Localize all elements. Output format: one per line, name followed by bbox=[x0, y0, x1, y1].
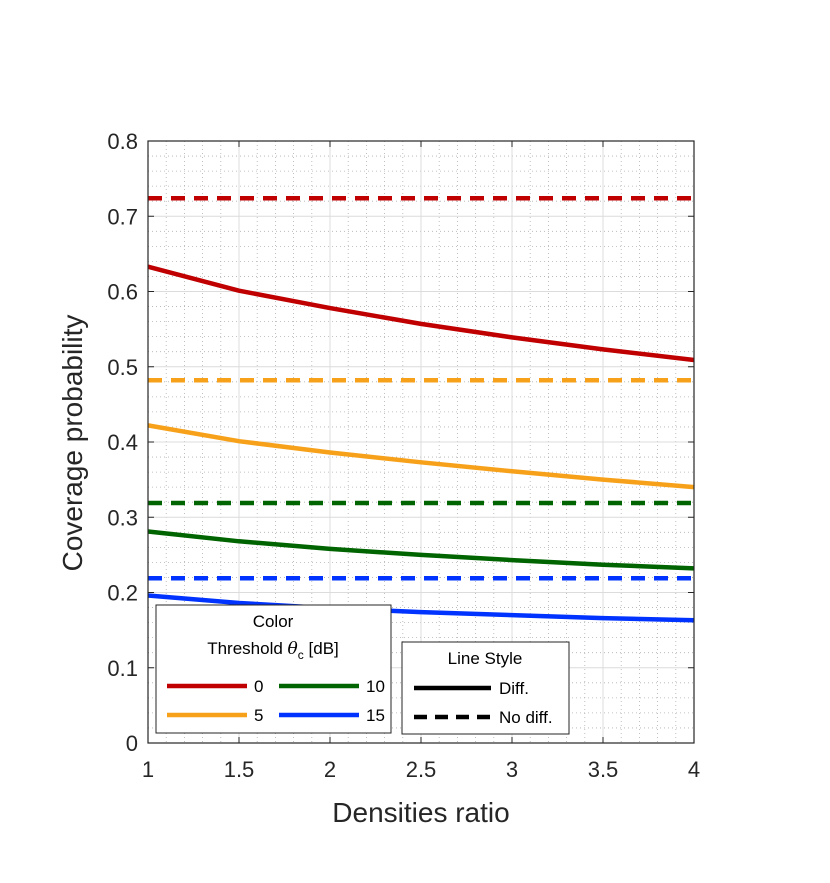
x-tick-label: 4 bbox=[688, 757, 700, 782]
style-legend-title: Line Style bbox=[448, 649, 523, 668]
series-line-0-diff bbox=[147, 264, 695, 363]
y-tick-label: 0.2 bbox=[107, 581, 138, 606]
series-line-10-diff bbox=[147, 529, 695, 571]
series-line-5-diff bbox=[147, 423, 695, 490]
x-tick-label: 3 bbox=[506, 757, 518, 782]
style-legend-label-no-diff: No diff. bbox=[499, 708, 553, 727]
color-legend-subtitle: Threshold θc [dB] bbox=[207, 639, 339, 662]
color-legend-label-15: 15 bbox=[366, 706, 385, 725]
style-legend-entries: Diff. No diff. bbox=[414, 679, 553, 727]
y-tick-label: 0.4 bbox=[107, 430, 138, 455]
y-axis-label: Coverage probability bbox=[57, 315, 88, 572]
x-tick-label: 1.5 bbox=[224, 757, 255, 782]
x-axis-label: Densities ratio bbox=[332, 797, 509, 828]
series-layer bbox=[147, 195, 695, 623]
x-tick-label: 2 bbox=[324, 757, 336, 782]
color-legend-label-0: 0 bbox=[254, 677, 263, 696]
y-tick-label: 0.8 bbox=[107, 129, 138, 154]
db-unit: [dB] bbox=[304, 639, 339, 658]
style-legend: Line Style Diff. No diff. bbox=[401, 641, 570, 735]
style-legend-label-diff: Diff. bbox=[499, 679, 529, 698]
y-tick-label: 0.6 bbox=[107, 280, 138, 305]
plot-frame bbox=[147, 140, 695, 744]
series-line-15-diff bbox=[147, 593, 695, 623]
color-legend: Color Threshold θc [dB] 0 10 5 15 bbox=[155, 604, 392, 734]
y-tick-label: 0.1 bbox=[107, 656, 138, 681]
x-tick-label: 3.5 bbox=[588, 757, 619, 782]
color-legend-box bbox=[155, 604, 392, 734]
color-legend-title: Color bbox=[253, 612, 294, 631]
y-tick-label: 0.3 bbox=[107, 505, 138, 530]
x-tick-label: 1 bbox=[142, 757, 154, 782]
x-tick-label: 2.5 bbox=[406, 757, 437, 782]
x-tick-labels: 1 1.5 2 2.5 3 3.5 4 bbox=[142, 757, 700, 782]
theta-subscript: c bbox=[298, 648, 304, 662]
color-legend-label-5: 5 bbox=[254, 706, 263, 725]
y-tick-label: 0 bbox=[126, 731, 138, 756]
threshold-label: Threshold bbox=[207, 639, 287, 658]
color-legend-label-10: 10 bbox=[366, 677, 385, 696]
y-tick-label: 0.5 bbox=[107, 355, 138, 380]
y-tick-label: 0.7 bbox=[107, 204, 138, 229]
color-legend-entries: 0 10 5 15 bbox=[167, 677, 385, 725]
theta-symbol: θ bbox=[288, 639, 298, 659]
y-tick-labels: 0 0.1 0.2 0.3 0.4 0.5 0.6 0.7 0.8 bbox=[107, 129, 138, 756]
